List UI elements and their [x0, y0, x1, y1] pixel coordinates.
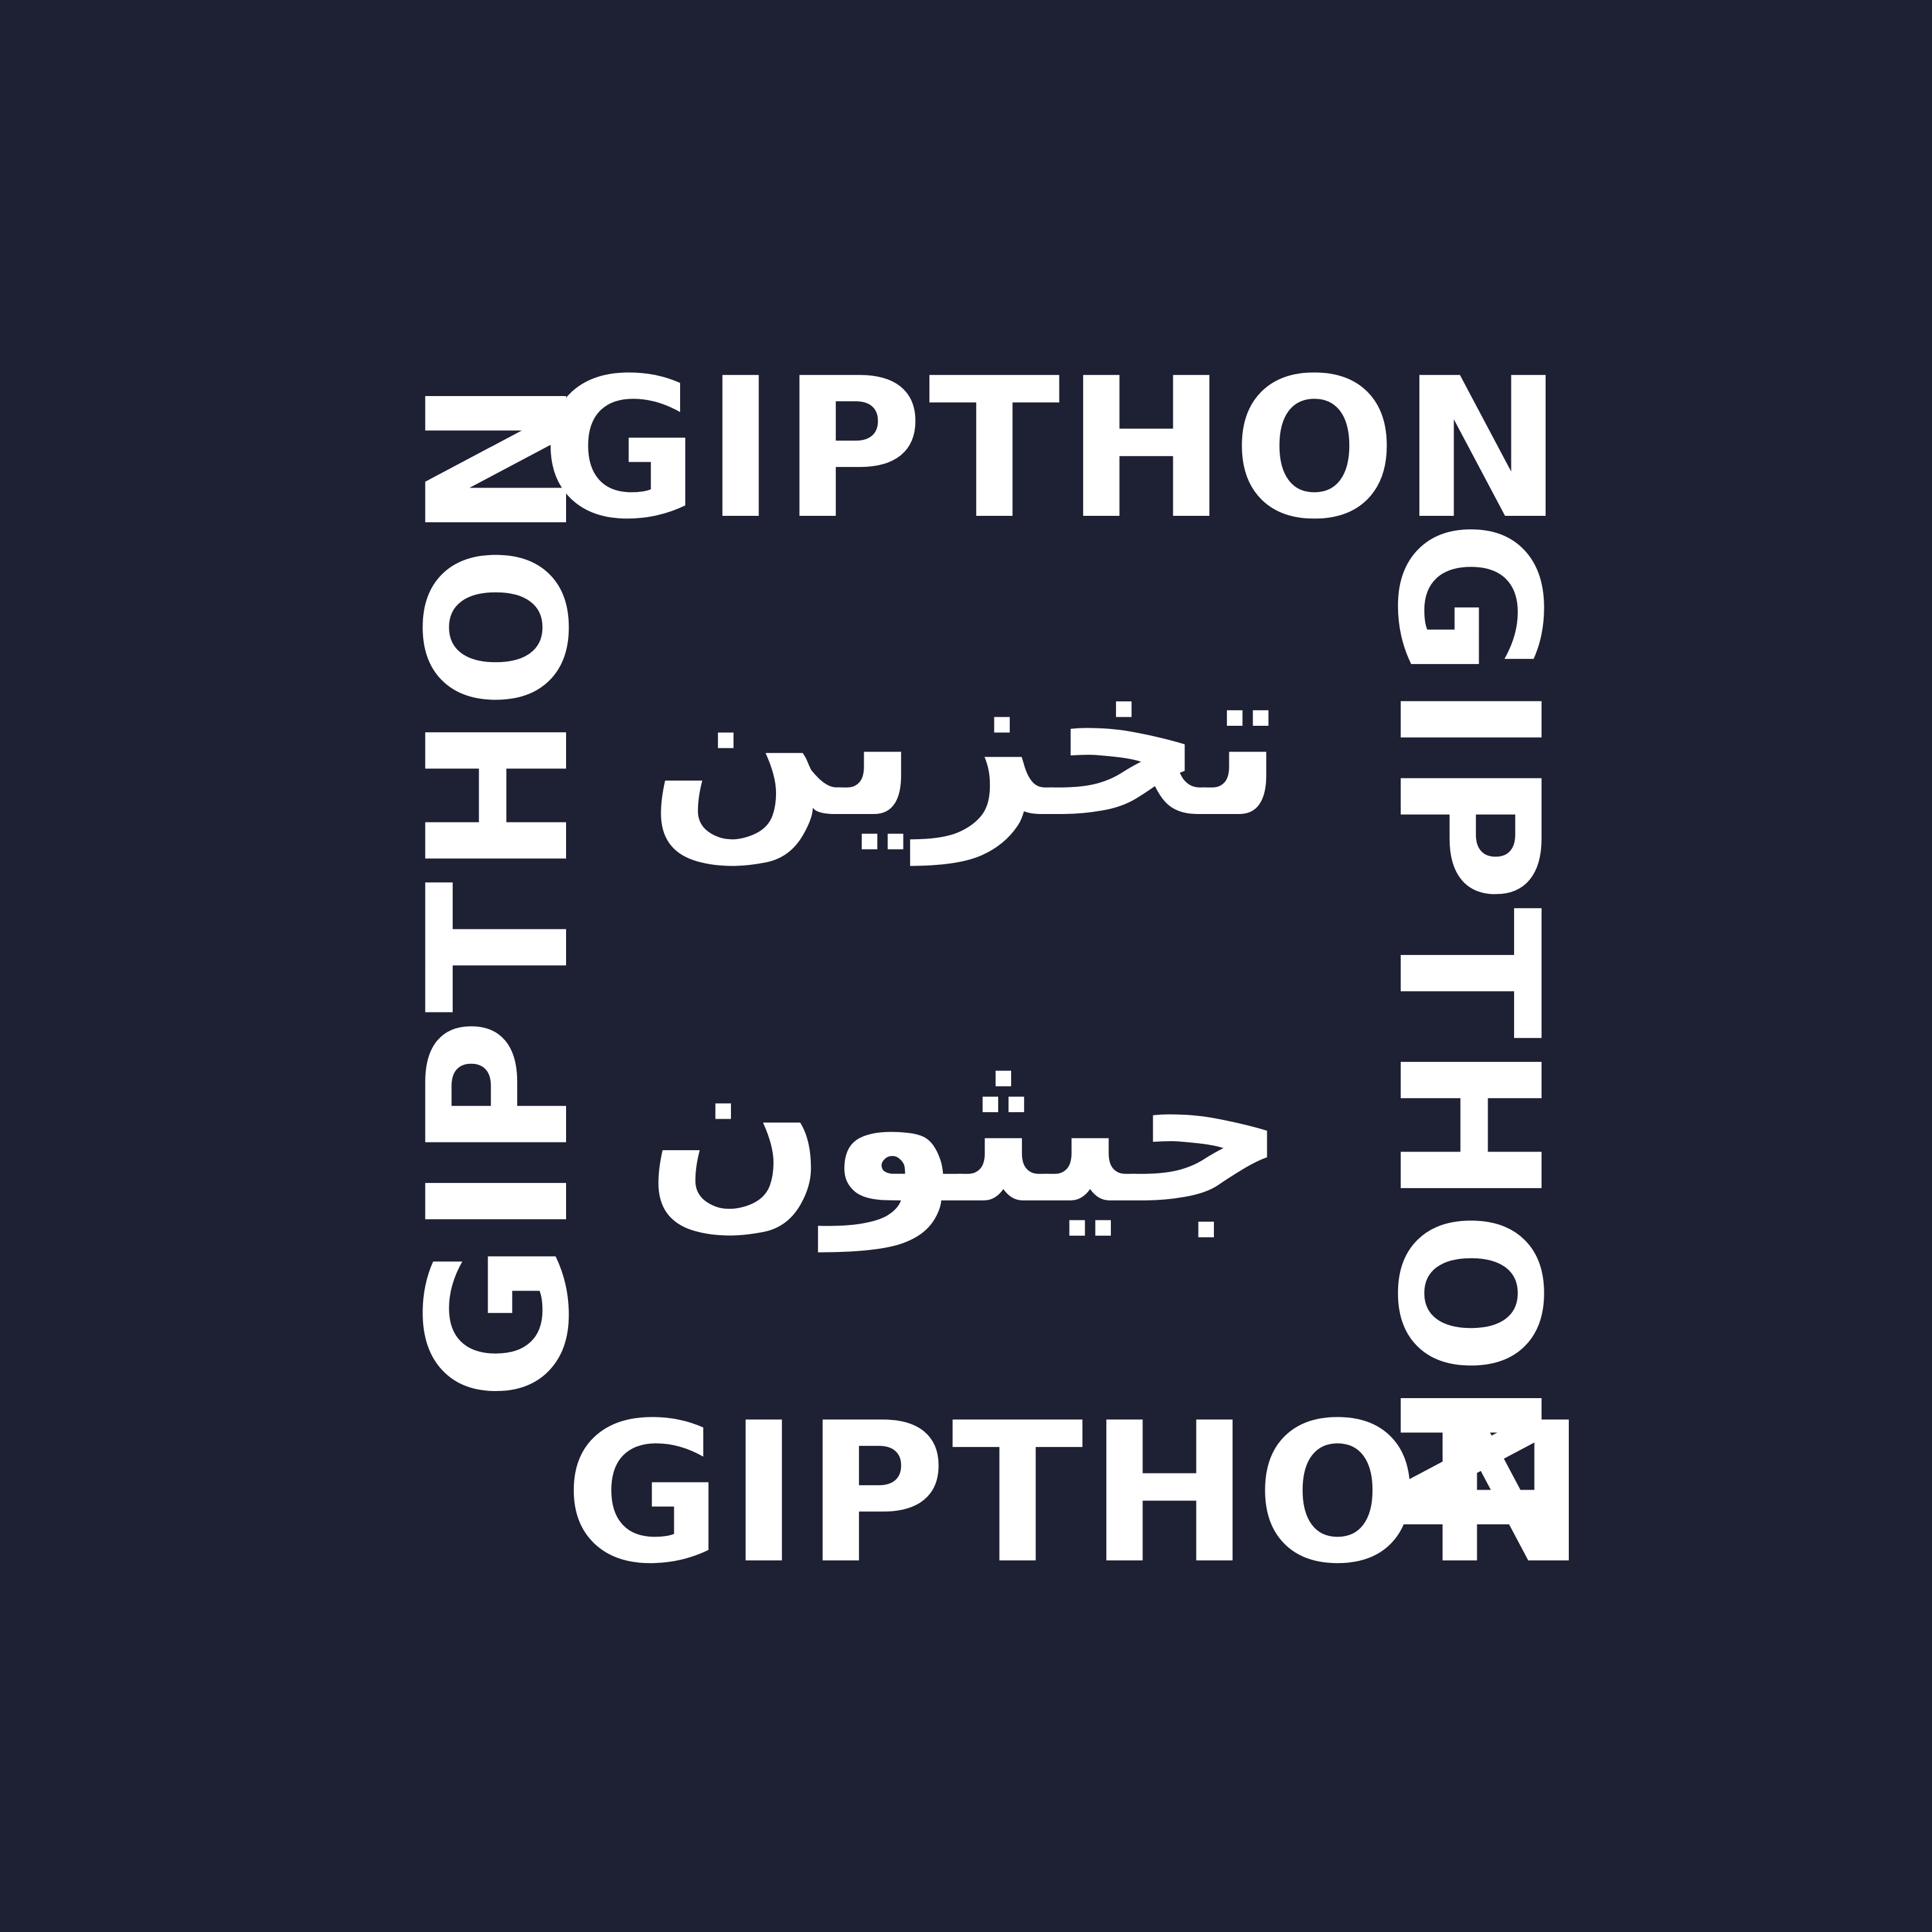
wordmark-bottom: GIPTHON [564, 1381, 1592, 1606]
arabic-line-2: جيثون [645, 1003, 1287, 1251]
wordmark-left: GIPTHON [387, 373, 612, 1401]
arabic-line-1: تخزين [648, 617, 1284, 864]
wordmark-right: GIPTHON [1355, 520, 1580, 1548]
wordmark-top: GIPTHON [541, 337, 1569, 562]
